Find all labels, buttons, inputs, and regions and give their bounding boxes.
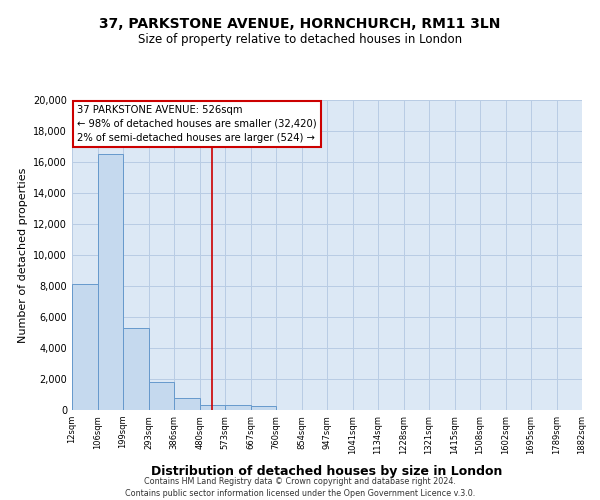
Text: 37 PARKSTONE AVENUE: 526sqm
← 98% of detached houses are smaller (32,420)
2% of : 37 PARKSTONE AVENUE: 526sqm ← 98% of det… [77, 104, 317, 142]
Y-axis label: Number of detached properties: Number of detached properties [18, 168, 28, 342]
Bar [72, 284, 98, 410]
Bar [225, 406, 251, 410]
Bar [174, 398, 200, 410]
X-axis label: Distribution of detached houses by size in London: Distribution of detached houses by size … [151, 465, 503, 478]
Bar [98, 154, 123, 410]
Text: 37, PARKSTONE AVENUE, HORNCHURCH, RM11 3LN: 37, PARKSTONE AVENUE, HORNCHURCH, RM11 3… [100, 18, 500, 32]
Text: Size of property relative to detached houses in London: Size of property relative to detached ho… [138, 32, 462, 46]
Text: Contains public sector information licensed under the Open Government Licence v.: Contains public sector information licen… [125, 489, 475, 498]
Text: Contains HM Land Registry data © Crown copyright and database right 2024.: Contains HM Land Registry data © Crown c… [144, 478, 456, 486]
Bar [123, 328, 149, 410]
Bar [200, 404, 225, 410]
Bar [251, 406, 276, 410]
Bar [149, 382, 174, 410]
